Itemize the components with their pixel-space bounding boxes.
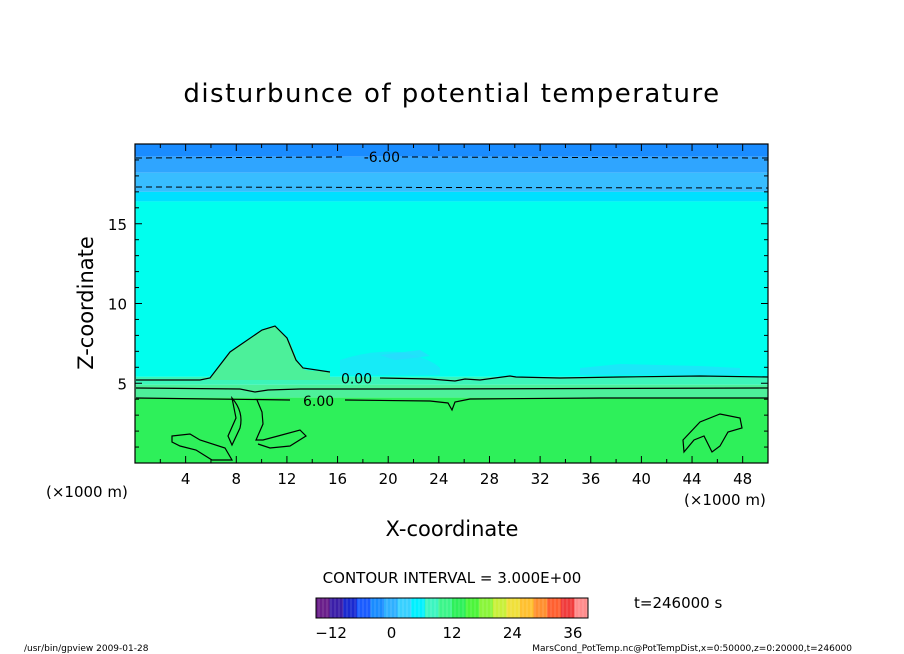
colorbar-tick-label-1: 0: [387, 624, 397, 642]
colorbar-swatch-5: [384, 598, 399, 618]
y-tick-label-0: 5: [117, 375, 127, 393]
x-tick-label-4: 20: [379, 470, 398, 488]
footer-right: MarsCond_PotTemp.nc@PotTempDist,x=0:5000…: [532, 644, 852, 654]
zero-contour: [136, 325, 769, 382]
colorbar-swatch-17: [547, 598, 562, 618]
colorbar-frame: [315, 597, 589, 619]
x-tick-label-11: 48: [733, 470, 752, 488]
colorbar-swatch-6: [397, 598, 412, 618]
colorbar-swatch-19: [574, 598, 589, 618]
contour-label-2: 6.00: [303, 394, 334, 410]
colorbar-tick-label-4: 36: [563, 624, 582, 642]
hill-region: [210, 326, 330, 380]
x-unit-label: (×1000 m): [684, 491, 766, 509]
colorbar-swatch-7: [411, 598, 426, 618]
field-layer-4: [135, 201, 768, 377]
colorbar-tick-label-3: 24: [503, 624, 522, 642]
colorbar-swatch-15: [520, 598, 535, 618]
x-tick-label-3: 16: [328, 470, 347, 488]
field-layer-0: [135, 144, 768, 157]
contour-interval: CONTOUR INTERVAL = 3.000E+00: [323, 569, 582, 587]
field-layer-2: [135, 172, 768, 192]
x-axis-label: X-coordinate: [386, 517, 519, 541]
colorbar-swatch-12: [479, 598, 494, 618]
contour-label-0: -6.00: [364, 150, 400, 166]
colorbar: [316, 598, 589, 618]
plot-area: -6.00 0.00 6.00: [134, 143, 769, 464]
colorbar-swatch-18: [560, 598, 575, 618]
axis-ticks: [135, 144, 768, 463]
y-tick-label-1: 10: [108, 296, 127, 314]
colorbar-swatch-14: [506, 598, 521, 618]
x-tick-label-1: 8: [232, 470, 242, 488]
y-axis-label: Z-coordinate: [74, 236, 98, 370]
colorbar-tick-label-2: 12: [442, 624, 461, 642]
x-tick-label-7: 32: [531, 470, 550, 488]
colorbar-swatch-9: [438, 598, 453, 618]
field-layer-3: [135, 191, 768, 202]
y-tick-labels: 5 10 15: [108, 216, 127, 394]
colorbar-swatch-3: [356, 598, 371, 618]
colorbar-swatch-16: [533, 598, 548, 618]
field-layer-6: [135, 384, 768, 398]
time-label: t=246000 s: [634, 594, 722, 612]
y-tick-label-2: 15: [108, 216, 127, 234]
field-layer-1: [135, 156, 768, 173]
colorbar-swatch-1: [329, 598, 344, 618]
x-tick-label-0: 4: [181, 470, 191, 488]
x-tick-label-9: 40: [632, 470, 651, 488]
positive-contours: [135, 387, 769, 461]
x-tick-label-6: 28: [480, 470, 499, 488]
x-tick-label-8: 36: [581, 470, 600, 488]
x-tick-label-2: 12: [277, 470, 296, 488]
contour-labels: -6.00 0.00 6.00: [303, 150, 400, 410]
colorbar-swatch-0: [316, 598, 331, 618]
colorbar-swatch-13: [492, 598, 507, 618]
colorbar-tick-label-0: −12: [315, 624, 347, 642]
x-tick-labels: 4 8 12 16 20 24 28 32 36 40 44 48: [181, 470, 752, 488]
footer-left: /usr/bin/gpview 2009-01-28: [24, 644, 149, 654]
field-layers: [135, 144, 768, 463]
contour-label-1: 0.00: [341, 371, 372, 387]
colorbar-swatch-10: [452, 598, 467, 618]
x-tick-label-5: 24: [429, 470, 448, 488]
colorbar-swatch-11: [465, 598, 480, 618]
colorbar-tick-labels: −12 0 12 24 36: [315, 624, 582, 642]
shade-patches: [340, 350, 740, 375]
colorbar-swatch-4: [370, 598, 385, 618]
x-tick-label-10: 44: [682, 470, 701, 488]
chart-title: disturbunce of potential temperature: [183, 79, 720, 109]
negative-contours: [135, 156, 769, 189]
z-unit-label: (×1000 m): [46, 483, 128, 501]
colorbar-swatch-8: [424, 598, 439, 618]
colorbar-swatch-2: [343, 598, 358, 618]
